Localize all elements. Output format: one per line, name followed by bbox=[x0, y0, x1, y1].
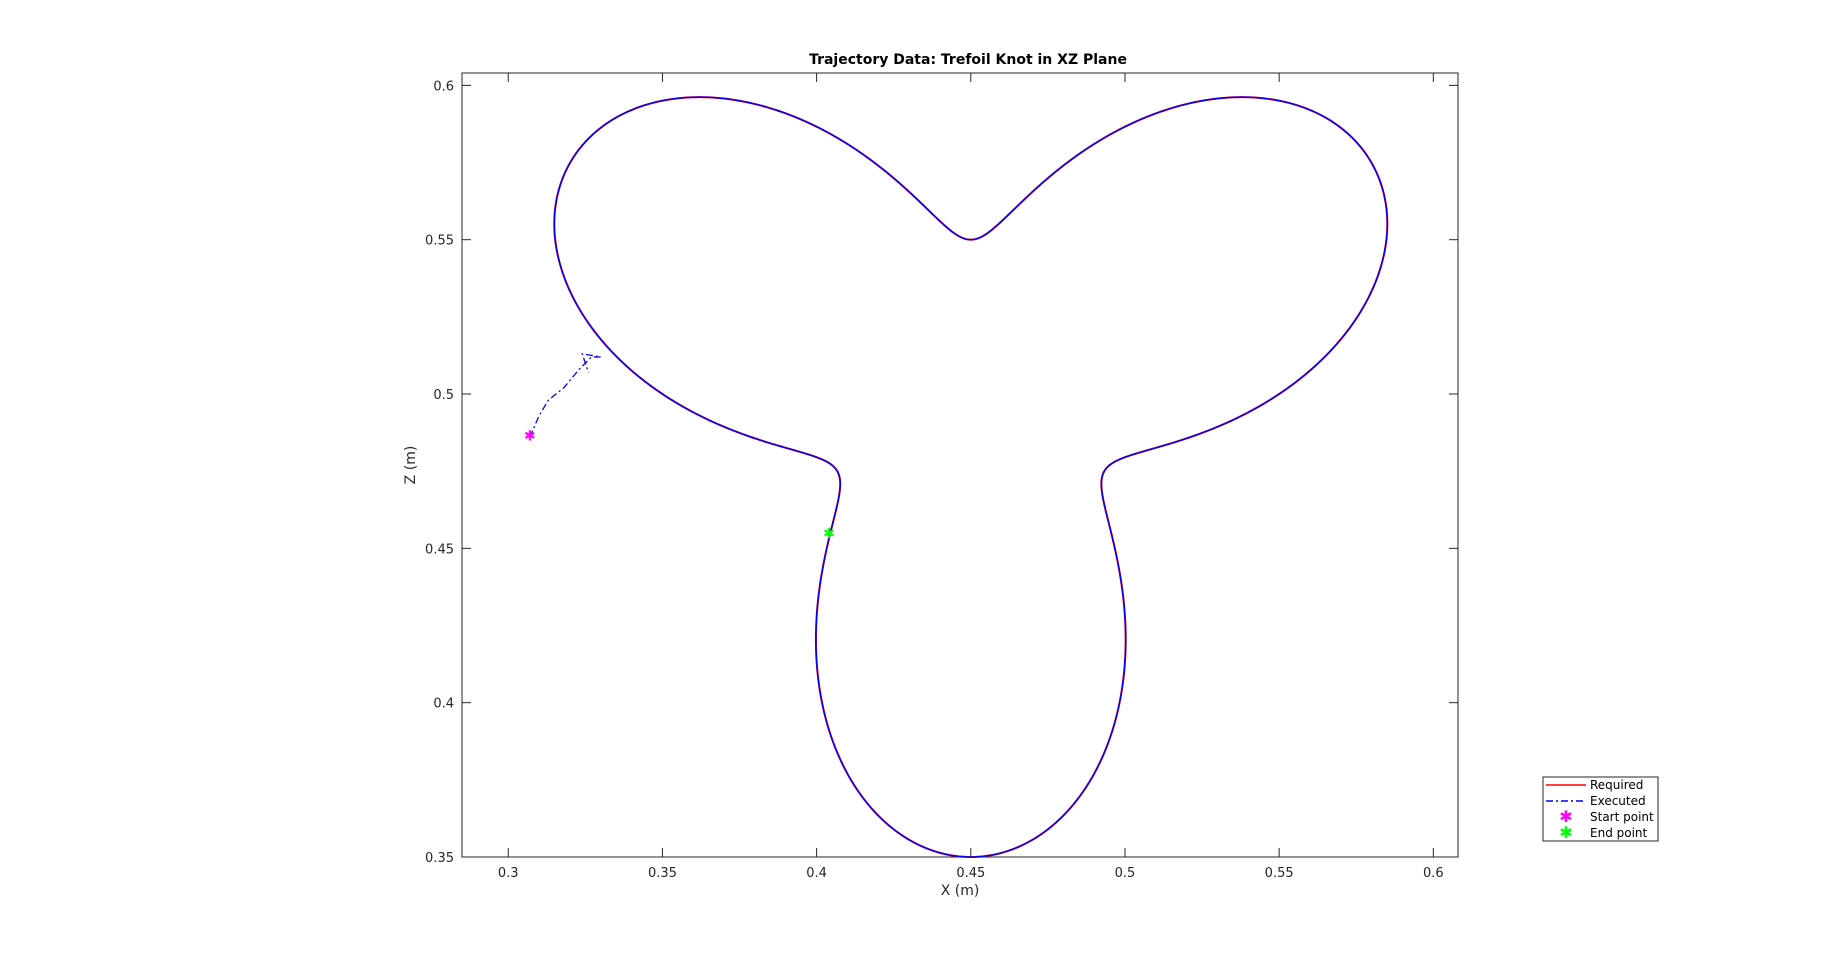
end-point-marker: ✱ bbox=[823, 526, 835, 542]
x-ticks-group: 0.3 0.35 0.4 0.45 0.5 0.55 0.6 bbox=[498, 73, 1444, 881]
legend: Required Executed ✱ Start point ✱ End po… bbox=[1542, 776, 1659, 842]
markers-group: ✱✱ bbox=[524, 429, 835, 542]
start-point-marker: ✱ bbox=[524, 429, 536, 445]
y-tick-label: 0.5 bbox=[433, 388, 454, 403]
y-tick-label: 0.6 bbox=[433, 79, 454, 94]
legend-end-marker: ✱ bbox=[1559, 823, 1572, 842]
legend-box bbox=[1542, 776, 1659, 842]
plot-area: ✱✱ 0.3 0.35 0.4 0.45 0.5 0.55 0.6 0.350.40.450… bbox=[425, 72, 1459, 881]
x-tick-label: 0.4 bbox=[806, 866, 827, 881]
x-tick-label: 0.5 bbox=[1115, 866, 1136, 881]
x-tick-label: 0.55 bbox=[1265, 866, 1294, 881]
y-tick-label: 0.45 bbox=[425, 542, 454, 557]
legend-end-label: End point bbox=[1590, 826, 1648, 840]
y-ticks-group: 0.35 0.4 0.45 0.5 0.55 0.6 bbox=[425, 79, 1458, 866]
executed-approach-path bbox=[529, 353, 601, 438]
y-tick-label: 0.35 bbox=[425, 851, 454, 866]
curves-group bbox=[529, 96, 1389, 859]
plot-title: Trajectory Data: Trefoil Knot in XZ Plan… bbox=[809, 52, 1127, 68]
x-tick-label: 0.3 bbox=[498, 866, 519, 881]
legend-required-label: Required bbox=[1590, 778, 1643, 792]
x-tick-label: 0.6 bbox=[1423, 866, 1444, 881]
series-executed-line bbox=[553, 96, 1389, 858]
legend-start-label: Start point bbox=[1590, 810, 1654, 824]
x-tick-label: 0.45 bbox=[956, 866, 985, 881]
y-axis-title: Z (m) bbox=[403, 446, 419, 485]
y-tick-label: 0.55 bbox=[425, 234, 454, 249]
axes-box bbox=[461, 72, 1459, 858]
legend-start-marker: ✱ bbox=[1559, 807, 1572, 826]
x-tick-label: 0.35 bbox=[648, 866, 677, 881]
legend-executed-label: Executed bbox=[1590, 794, 1646, 808]
x-axis-title: X (m) bbox=[941, 883, 980, 899]
y-tick-label: 0.4 bbox=[433, 697, 454, 712]
